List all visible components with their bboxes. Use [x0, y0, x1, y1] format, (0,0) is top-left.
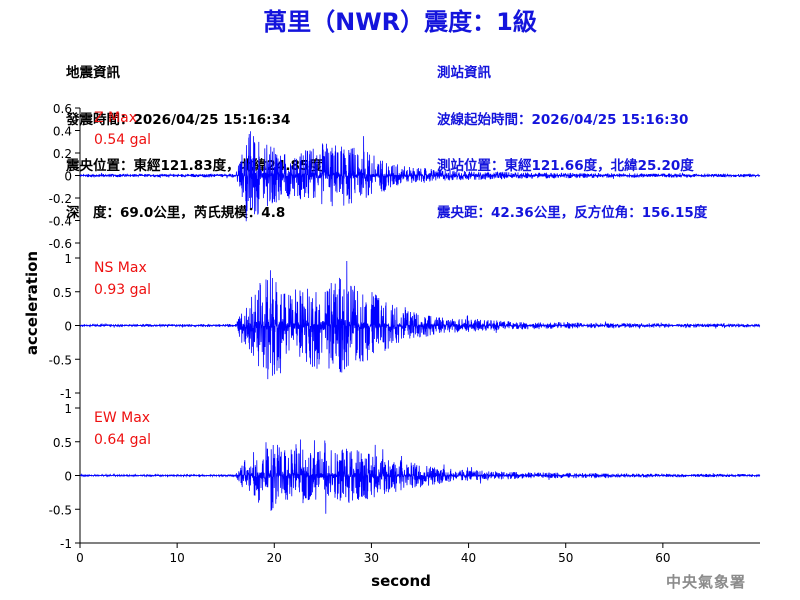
y-axis-label: acceleration: [23, 251, 41, 355]
panel-ew: -1 -0.5 0 0.5 1 EW Max 0.64 gal: [49, 402, 761, 551]
y-tick-label: 1: [64, 402, 72, 416]
x-tick-label: 60: [655, 551, 670, 565]
x-tick-label: 20: [267, 551, 282, 565]
y-tick-label: -0.5: [49, 503, 72, 517]
y-tick-label: 0.5: [53, 436, 72, 450]
station-info-block: 測站資訊 波線起始時間：2026/04/25 15:16:30 測站位置：東經1…: [437, 35, 707, 237]
y-tick-label: -0.2: [49, 192, 72, 206]
cwa-logo-text: 中央氣象署: [665, 573, 746, 591]
y-tick-label: 1: [64, 252, 72, 266]
max-value-z: 0.54 gal: [94, 132, 151, 148]
station-info-heading: 測站資訊: [437, 65, 491, 81]
y-tick-label: 0.4: [53, 125, 72, 139]
panel-z: -0.6 -0.4 -0.2 0 0.2 0.4 0.6 Z Max 0.54 gal: [49, 102, 761, 251]
y-tick-label: -1: [60, 387, 72, 401]
waveform-z: [79, 131, 761, 222]
max-label-z: Z Max: [94, 110, 137, 126]
y-tick-label: -0.6: [49, 237, 72, 251]
waveform-ew: [79, 439, 761, 514]
chart-title: 萬里（NWR）震度：1級: [263, 8, 537, 36]
y-tick-label: -0.5: [49, 353, 72, 367]
seismogram-panels: -0.6 -0.4 -0.2 0 0.2 0.4 0.6 Z Max 0.54 gal -1 -0.…: [49, 102, 761, 565]
max-value-ew: 0.64 gal: [94, 432, 151, 448]
x-tick-label: 0: [76, 551, 84, 565]
station-location-text: 測站位置：東經121.66度，北緯25.20度: [437, 158, 694, 174]
x-tick-label: 10: [170, 551, 185, 565]
max-label-ns: NS Max: [94, 260, 147, 276]
x-tick-label: 40: [461, 551, 476, 565]
max-value-ns: 0.93 gal: [94, 282, 151, 298]
x-axis-label: second: [371, 572, 431, 590]
x-tick-label: 30: [364, 551, 379, 565]
y-tick-label: 0: [64, 170, 72, 184]
y-tick-label: -1: [60, 537, 72, 551]
max-label-ew: EW Max: [94, 410, 150, 426]
depth-magnitude-text: 深 度：69.0公里，芮氏規模：4.8: [66, 204, 286, 221]
y-tick-label: 0.6: [53, 102, 72, 116]
panel-ns: -1 -0.5 0 0.5 1 NS Max 0.93 gal: [49, 252, 761, 401]
origin-time-text: 發震時間：2026/04/25 15:16:34: [66, 111, 291, 128]
distance-azimuth-text: 震央距：42.36公里，反方位角：156.15度: [437, 204, 708, 221]
earthquake-info-heading: 地震資訊: [66, 65, 120, 81]
y-tick-label: -0.4: [49, 215, 72, 229]
y-tick-label: 0: [64, 470, 72, 484]
y-tick-label: 0.5: [53, 286, 72, 300]
y-tick-label: 0: [64, 320, 72, 334]
x-tick-label: 50: [558, 551, 573, 565]
y-tick-label: 0.2: [53, 147, 72, 161]
wave-start-time-text: 波線起始時間：2026/04/25 15:16:30: [437, 111, 689, 128]
waveform-ns: [79, 261, 761, 380]
